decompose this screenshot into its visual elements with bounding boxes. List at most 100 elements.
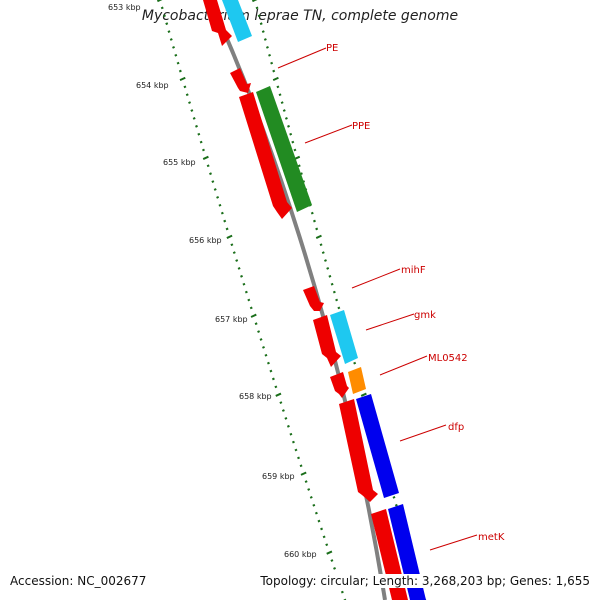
gene-feature xyxy=(303,286,324,311)
minor-tick xyxy=(202,148,205,152)
topology-info-text: Topology: circular; Length: 3,268,203 bp… xyxy=(258,574,592,588)
minor-tick xyxy=(271,377,275,381)
gene-label-pe: PE xyxy=(326,43,338,54)
minor-tick xyxy=(183,85,187,89)
minor-tick xyxy=(337,306,341,310)
minor-tick xyxy=(244,290,248,294)
minor-tick xyxy=(237,267,241,270)
gene-feature xyxy=(339,399,378,502)
minor-tick xyxy=(190,109,194,112)
kbp-label-654: 654 kbp xyxy=(136,81,169,90)
minor-tick xyxy=(314,511,318,515)
leader-line-metk xyxy=(429,534,478,551)
gene-feature xyxy=(313,315,341,367)
minor-tick xyxy=(322,535,326,539)
minor-tick xyxy=(195,124,198,128)
gene-feature xyxy=(348,367,366,394)
minor-tick xyxy=(317,519,321,523)
minor-tick xyxy=(249,306,253,310)
kbp-label-659: 659 kbp xyxy=(262,472,295,481)
gene-feature xyxy=(203,0,232,46)
minor-tick xyxy=(176,61,180,65)
gene-label-dfp: dfp xyxy=(448,422,464,433)
minor-tick xyxy=(289,432,293,436)
leader-line-gmk xyxy=(365,313,415,331)
minor-tick xyxy=(293,148,297,152)
minor-tick xyxy=(197,132,201,136)
minor-tick xyxy=(335,298,339,302)
minor-tick xyxy=(242,282,246,286)
minor-tick xyxy=(209,172,212,176)
minor-tick xyxy=(279,401,283,405)
minor-tick xyxy=(218,203,222,207)
minor-tick xyxy=(281,409,285,412)
leader-line-ml0542 xyxy=(379,355,428,376)
minor-tick xyxy=(160,6,164,10)
minor-tick xyxy=(232,251,236,255)
minor-tick xyxy=(294,448,298,452)
minor-tick xyxy=(262,345,265,349)
gene-feature xyxy=(356,394,399,498)
minor-tick xyxy=(274,385,278,389)
minor-tick xyxy=(282,109,286,112)
minor-tick xyxy=(220,211,224,215)
minor-tick xyxy=(333,567,336,570)
minor-tick xyxy=(268,53,271,57)
minor-tick xyxy=(276,85,280,89)
minor-tick xyxy=(307,488,311,491)
gene-label-gmk: gmk xyxy=(414,310,436,321)
minor-tick xyxy=(309,495,313,499)
major-tick xyxy=(202,155,209,161)
minor-tick xyxy=(328,274,332,278)
major-tick xyxy=(275,392,282,397)
minor-tick xyxy=(169,38,173,41)
minor-tick xyxy=(254,322,258,326)
minor-tick xyxy=(332,290,336,294)
minor-tick xyxy=(284,417,288,420)
minor-tick xyxy=(291,440,295,444)
kbp-label-657: 657 kbp xyxy=(215,315,248,324)
major-tick xyxy=(250,313,257,318)
minor-tick xyxy=(185,93,189,97)
major-tick xyxy=(315,234,322,239)
minor-tick xyxy=(165,22,169,26)
minor-tick xyxy=(265,45,269,49)
minor-tick xyxy=(319,243,323,247)
gene-feature xyxy=(330,372,349,398)
minor-tick xyxy=(247,298,251,302)
gene-labels: PE PPE mihF gmk ML0542 dfp metK xyxy=(326,43,505,543)
minor-tick xyxy=(320,527,324,531)
major-tick xyxy=(179,76,186,82)
minor-tick xyxy=(325,543,329,547)
minor-tick xyxy=(264,353,268,357)
minor-tick xyxy=(312,503,316,507)
minor-tick xyxy=(287,124,290,128)
major-tick xyxy=(360,392,367,397)
minor-tick xyxy=(392,495,396,499)
major-tick xyxy=(326,550,333,555)
leader-line-ppe xyxy=(304,124,353,144)
minor-tick xyxy=(178,69,182,73)
kbp-label-660: 660 kbp xyxy=(284,550,317,559)
genome-backbone xyxy=(208,0,387,600)
accession-text: Accession: NC_002677 xyxy=(8,574,149,588)
minor-tick xyxy=(340,590,344,594)
minor-tick xyxy=(310,211,314,215)
minor-tick xyxy=(167,30,171,33)
minor-tick xyxy=(324,259,327,262)
minor-tick xyxy=(240,274,243,278)
major-tick xyxy=(156,0,163,3)
gene-feature xyxy=(230,68,251,93)
minor-tick xyxy=(297,456,300,460)
minor-tick xyxy=(216,195,220,199)
minor-tick xyxy=(353,361,357,365)
gene-features xyxy=(203,0,426,600)
major-tick xyxy=(300,471,307,476)
minor-tick xyxy=(394,503,398,507)
minor-tick xyxy=(225,227,229,231)
minor-tick xyxy=(257,330,261,333)
minor-tick xyxy=(259,338,263,341)
minor-tick xyxy=(257,14,261,18)
minor-tick xyxy=(199,140,203,144)
